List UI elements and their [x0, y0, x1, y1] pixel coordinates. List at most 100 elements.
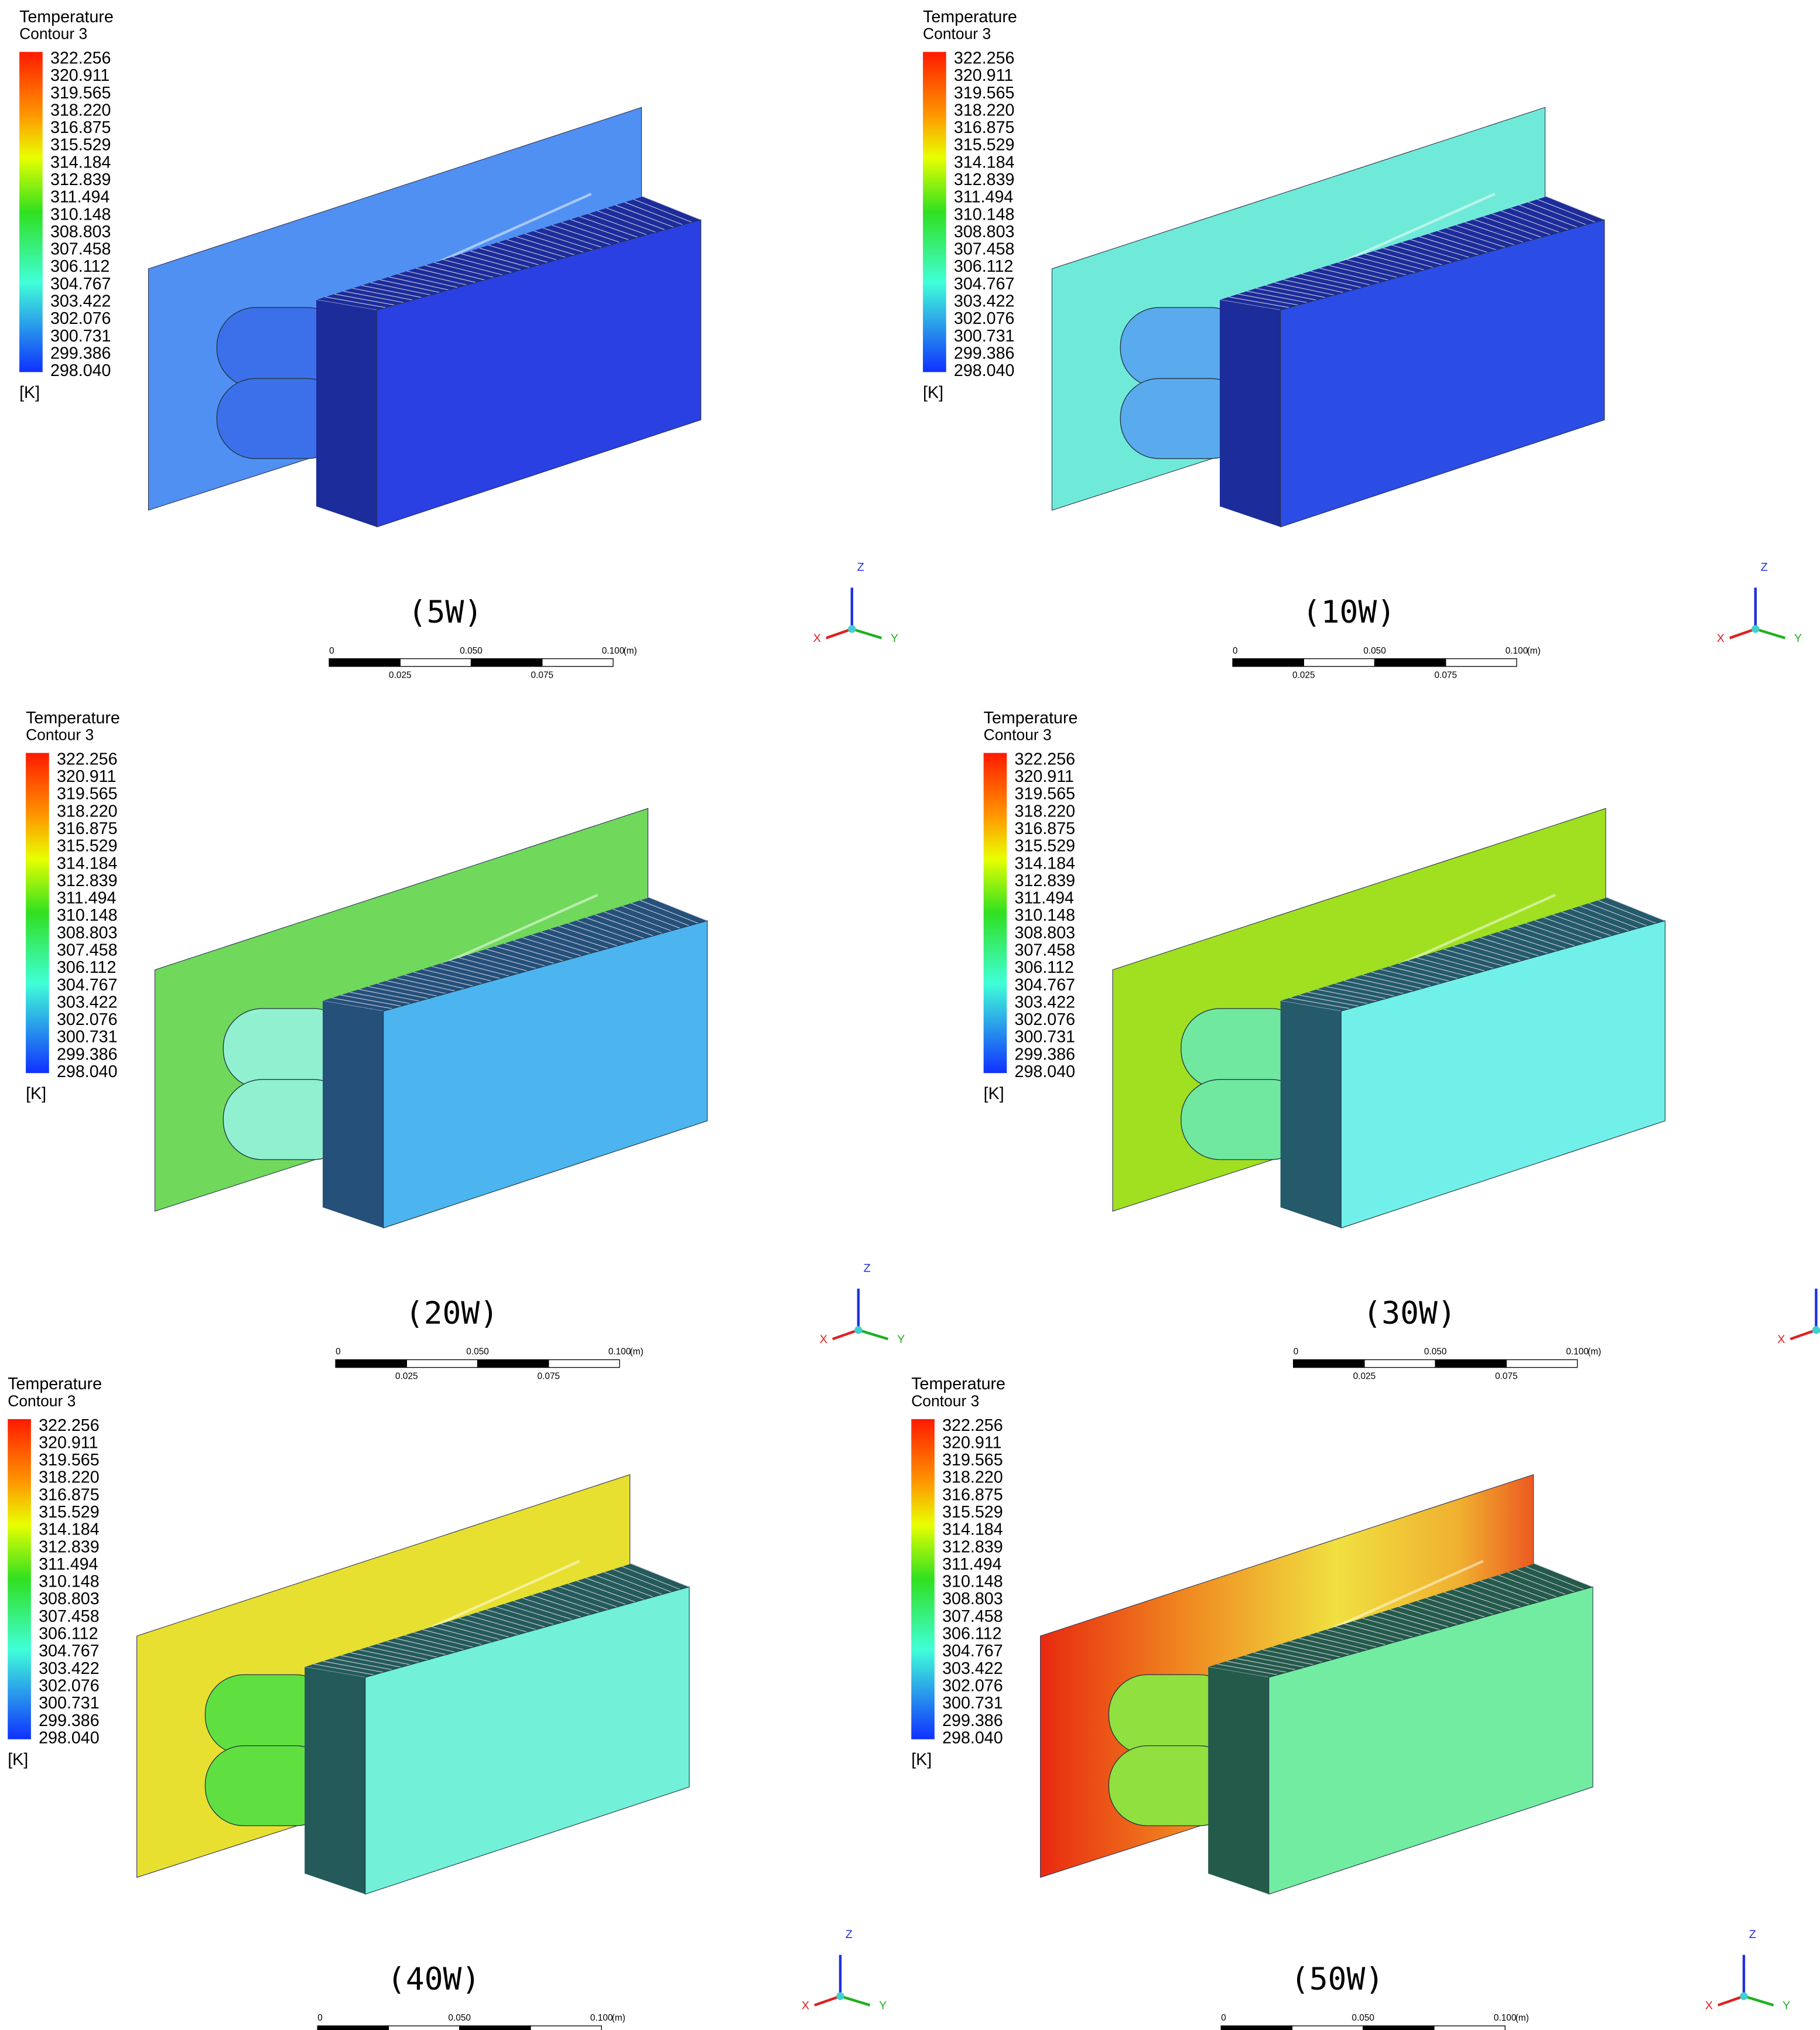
fin	[485, 949, 546, 966]
legend-label: 314.184	[1015, 854, 1076, 873]
legend-label: 311.494	[942, 1555, 1001, 1574]
fin	[1280, 1643, 1341, 1658]
fin	[350, 1652, 410, 1665]
legend-label: 299.386	[942, 1711, 1003, 1730]
legend-label: 315.529	[954, 136, 1015, 155]
fin	[1491, 213, 1551, 235]
fin	[1528, 201, 1587, 225]
fin	[1398, 1606, 1458, 1625]
fin	[1247, 291, 1308, 303]
sink-side	[1220, 299, 1281, 527]
fin	[1552, 914, 1612, 937]
fin	[377, 1643, 437, 1658]
fin	[531, 1595, 591, 1615]
fin	[606, 207, 665, 230]
scale-segment	[1220, 2025, 1293, 2030]
axis-origin	[1740, 1992, 1748, 2000]
legend-label: 306.112	[942, 1625, 1001, 1643]
fin	[1462, 1586, 1521, 1608]
fin	[1407, 1603, 1467, 1623]
scale-label: 0	[317, 2013, 323, 2023]
scale-label: 0	[336, 1347, 341, 1357]
fin	[1579, 905, 1638, 929]
legend-unit: [K]	[911, 1751, 932, 1769]
legend-label: 312.839	[50, 170, 111, 189]
legend-unit: [K]	[923, 383, 943, 402]
legend-label: 302.076	[954, 309, 1015, 328]
sink-front	[1280, 219, 1605, 528]
fin	[1310, 271, 1371, 286]
fin	[1510, 207, 1569, 230]
scale-label: 0.075	[1434, 671, 1457, 681]
legend-label: 322.256	[50, 49, 111, 67]
legend-label: 308.803	[954, 223, 1015, 241]
fin	[1271, 1646, 1332, 1660]
scale-unit: (m)	[1588, 1347, 1601, 1357]
axis-origin	[1812, 1326, 1820, 1334]
scale-segment	[542, 658, 614, 667]
legend-bar	[983, 753, 1007, 1074]
legend-label: 311.494	[50, 188, 110, 207]
legend-label: 322.256	[954, 49, 1015, 67]
legend-label: 318.220	[1015, 802, 1076, 821]
fin	[1498, 931, 1558, 952]
legend-unit: [K]	[19, 383, 40, 402]
legend-label: 299.386	[1015, 1045, 1076, 1064]
fin	[1561, 911, 1620, 934]
sink-front	[1268, 1586, 1593, 1895]
fin	[1546, 196, 1605, 220]
fin	[1443, 1592, 1503, 1612]
fin	[1425, 1598, 1485, 1618]
fin	[1489, 934, 1548, 954]
fin	[340, 995, 402, 1007]
legend-label: 307.458	[50, 240, 111, 259]
axis-x	[1729, 627, 1756, 640]
legend-label: 319.565	[50, 84, 111, 102]
fin	[1525, 1566, 1584, 1590]
fin	[416, 268, 476, 283]
legend-label: 318.220	[39, 1468, 100, 1487]
fin	[1534, 920, 1593, 941]
fin	[1335, 983, 1395, 997]
legend-label: 299.386	[50, 344, 111, 363]
legend-label: 320.911	[1015, 767, 1074, 786]
fin	[1289, 1641, 1350, 1655]
legend-title: Temperature	[19, 8, 114, 26]
fin	[1516, 925, 1575, 946]
fin	[1597, 900, 1657, 924]
axis-origin	[848, 625, 856, 633]
legend-label: 322.256	[57, 750, 118, 768]
axis-label: Z	[1749, 1928, 1756, 1941]
legend-label: 316.875	[942, 1485, 1003, 1504]
legend-label: 299.386	[57, 1045, 118, 1064]
fin	[1389, 966, 1449, 982]
fin	[1226, 1660, 1287, 1673]
scale-label: 0.025	[395, 1372, 418, 1382]
fin	[413, 1632, 474, 1648]
legend-label: 307.458	[1015, 941, 1076, 959]
fin	[461, 253, 521, 271]
legend-label: 300.731	[39, 1694, 100, 1713]
legend-label: 308.803	[57, 924, 118, 942]
scale-label: 0.050	[466, 1347, 489, 1357]
legend-label: 316.875	[954, 118, 1015, 137]
legend-label: 298.040	[1015, 1062, 1076, 1081]
legend-label: 320.911	[954, 66, 1013, 85]
scale-segment	[1364, 1359, 1436, 1368]
axis-origin	[854, 1326, 863, 1334]
fin	[615, 204, 675, 228]
axis-label: Z	[846, 1928, 853, 1941]
fin	[622, 1566, 680, 1590]
fin	[1471, 1583, 1530, 1605]
fin	[467, 1615, 528, 1633]
fin	[1537, 199, 1596, 223]
legend-label: 312.839	[39, 1537, 100, 1556]
legend-bar	[911, 1419, 935, 1739]
fin	[1507, 1571, 1566, 1595]
fin	[350, 992, 410, 1004]
fin	[1519, 204, 1578, 228]
fin	[477, 951, 537, 969]
scale-label: 0.050	[448, 2013, 471, 2023]
